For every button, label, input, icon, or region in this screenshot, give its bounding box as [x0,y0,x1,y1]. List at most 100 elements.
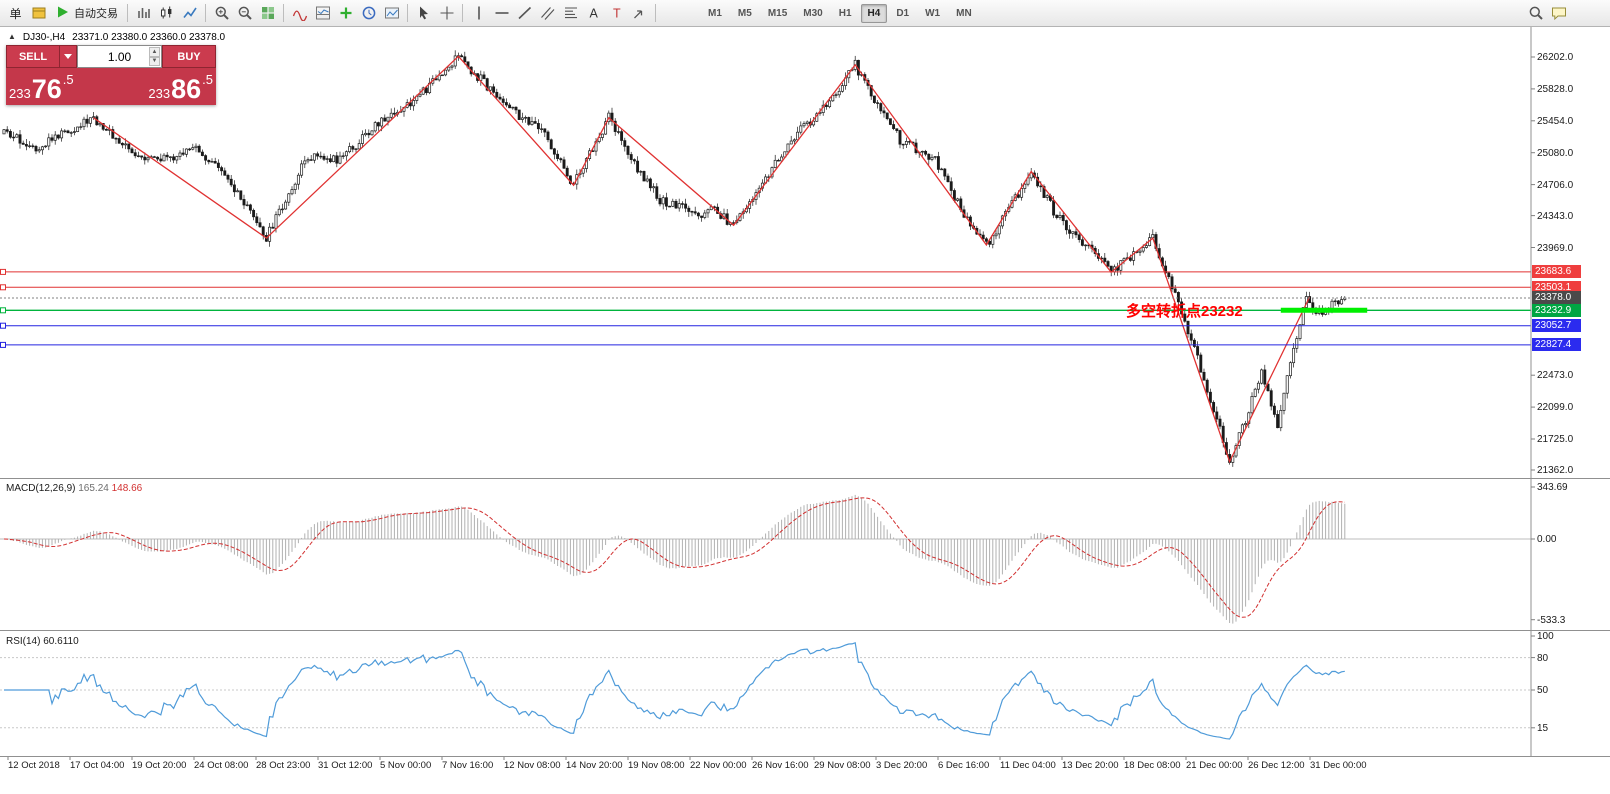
toolbar-right-group [1524,2,1570,24]
price-tick-label: 25080.0 [1537,148,1574,159]
macd-histogram [6,494,1346,624]
add-indicator-button[interactable] [334,2,357,24]
level-handle[interactable] [0,284,6,291]
templates-button[interactable] [380,2,403,24]
sell-price-prefix: 233 [9,85,31,101]
timeframe-d1-button[interactable]: D1 [896,7,910,19]
crosshair-icon [439,5,455,21]
toolbar-separator [462,4,463,22]
timeframe-w1-button[interactable]: W1 [925,7,941,19]
history-icon [31,5,47,21]
price-tick-label: 22099.0 [1537,402,1574,413]
time-tick-label: 13 Dec 20:00 [1062,760,1119,771]
line-chart-button[interactable] [178,2,201,24]
bar-chart-button[interactable] [132,2,155,24]
timeframe-m15-button[interactable]: M15 [767,7,788,19]
indicators-button[interactable] [288,2,311,24]
price-level-badge-blue: 23052.7 [1532,319,1581,332]
level-handle[interactable] [0,341,6,348]
search-button[interactable] [1524,2,1547,24]
zoomout-icon [237,5,253,21]
volume-down-button[interactable]: ▼ [149,56,160,66]
buy-button[interactable]: BUY [162,45,216,68]
time-tick-label: 21 Dec 00:00 [1186,760,1243,771]
indwin-icon [315,5,331,21]
price-tick-label: 26202.0 [1537,52,1574,63]
timeframe-m1-button[interactable]: M1 [708,7,722,19]
cursor-icon [416,5,432,21]
price-tick-label: 22473.0 [1537,370,1574,381]
trendline-button[interactable] [513,2,536,24]
svg-text:T: T [613,7,621,21]
rsi-line [4,642,1345,740]
crosshair-button[interactable] [435,2,458,24]
collapse-triangle-icon[interactable]: ▲ [8,32,16,41]
time-tick-label: 31 Dec 00:00 [1310,760,1367,771]
price-level-badge-green: 23232.9 [1532,304,1581,317]
toolbar-separator [407,4,408,22]
fibonacci-button[interactable] [559,2,582,24]
cursor-button[interactable] [412,2,435,24]
timeframe-m30-button[interactable]: M30 [803,7,823,19]
volume-input[interactable]: 1.00 ▲ ▼ [77,45,162,68]
chat-icon [1551,5,1567,21]
turning-point-annotation[interactable]: 多空转折点23232 [1126,303,1243,320]
zoom-out-button[interactable] [233,2,256,24]
play-icon [55,4,71,23]
toolbar-separator [205,4,206,22]
toolbar-separator [655,4,656,22]
zoom-in-button[interactable] [210,2,233,24]
sell-price[interactable]: 233 76.5 [9,68,74,105]
time-tick-label: 12 Oct 2018 [8,760,60,771]
level-handle[interactable] [0,307,6,314]
text-button[interactable]: A [582,2,605,24]
time-tick-label: 28 Oct 23:00 [256,760,311,771]
textA-icon: A [586,5,602,21]
tile-windows-button[interactable] [256,2,279,24]
level-handle[interactable] [0,268,6,275]
history-icon[interactable] [27,2,50,24]
rsi-tick-label: 80 [1537,653,1549,664]
buy-price[interactable]: 233 86.5 [148,68,213,105]
sell-button[interactable]: SELL [6,45,60,68]
indicator-window-button[interactable] [311,2,334,24]
time-tick-label: 19 Oct 20:00 [132,760,187,771]
zigzag-line[interactable] [93,55,1311,464]
macd-signal-line [3,497,1345,618]
shapes-icon [632,5,648,21]
channel-button[interactable] [536,2,559,24]
indicator-icon [292,5,308,21]
time-tick-label: 29 Nov 08:00 [814,760,871,771]
macd-tick-label: 343.69 [1537,482,1568,493]
buy-price-big-digits: 86 [171,74,202,105]
volume-dropdown[interactable] [60,45,77,68]
vertical-line-button[interactable] [467,2,490,24]
timeframe-m5-button[interactable]: M5 [737,7,752,19]
rsi-name: RSI(14) [6,636,41,647]
candlestick-button[interactable] [155,2,178,24]
time-tick-label: 7 Nov 16:00 [442,760,494,771]
volume-up-button[interactable]: ▲ [149,47,160,57]
level-handle[interactable] [0,322,6,329]
chart-symbol-header[interactable]: ▲ DJ30-,H4 23371.0 23380.0 23360.0 23378… [8,32,225,43]
price-level-badge-red: 23683.6 [1532,265,1581,278]
trade-panel-controls: SELL 1.00 ▲ ▼ BUY [6,45,216,68]
chat-button[interactable] [1547,2,1570,24]
label-button[interactable]: T [605,2,628,24]
timeframe-h1-button[interactable]: H1 [838,7,852,19]
price-level-badge-blue: 22827.4 [1532,338,1581,351]
macd-main-value: 165.24 [78,483,109,494]
shapes-button[interactable] [628,2,651,24]
timeframe-h4-button[interactable]: H4 [860,3,888,23]
time-tick-label: 31 Oct 12:00 [318,760,373,771]
trade-panel-prices: 233 76.5 233 86.5 [6,68,216,105]
new-order-button[interactable]: 单 [9,6,22,21]
autotrading-button[interactable]: 自动交易 [50,2,123,24]
macd-tick-label: -533.3 [1537,615,1566,626]
candle-icon [159,5,175,21]
periods-button[interactable] [357,2,380,24]
timeframe-mn-button[interactable]: MN [956,7,972,19]
horizontal-line-button[interactable] [490,2,513,24]
price-tick-label: 24706.0 [1537,180,1574,191]
